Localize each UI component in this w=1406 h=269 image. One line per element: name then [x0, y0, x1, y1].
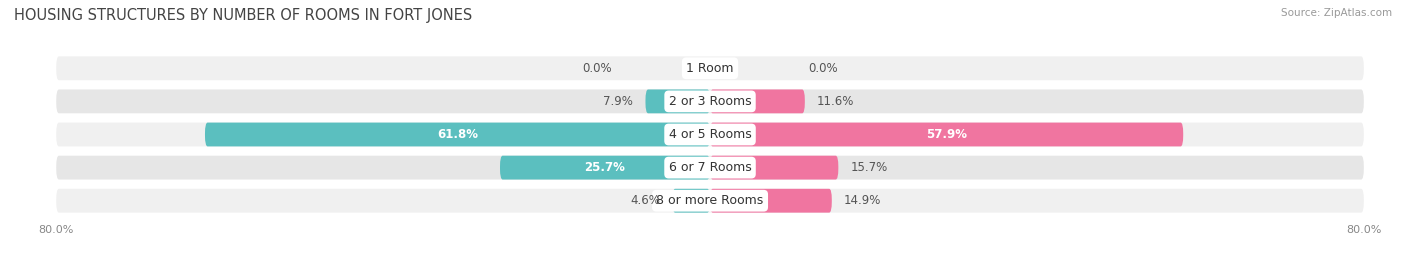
FancyBboxPatch shape	[710, 189, 832, 213]
Text: 14.9%: 14.9%	[844, 194, 882, 207]
FancyBboxPatch shape	[205, 123, 710, 146]
Text: 8 or more Rooms: 8 or more Rooms	[657, 194, 763, 207]
Text: 0.0%: 0.0%	[808, 62, 838, 75]
Text: 4.6%: 4.6%	[630, 194, 661, 207]
Text: 11.6%: 11.6%	[817, 95, 855, 108]
Text: 2 or 3 Rooms: 2 or 3 Rooms	[669, 95, 751, 108]
Text: Source: ZipAtlas.com: Source: ZipAtlas.com	[1281, 8, 1392, 18]
FancyBboxPatch shape	[56, 189, 1364, 213]
Text: 25.7%: 25.7%	[585, 161, 626, 174]
FancyBboxPatch shape	[501, 156, 710, 179]
Text: 0.0%: 0.0%	[582, 62, 612, 75]
Text: 15.7%: 15.7%	[851, 161, 887, 174]
FancyBboxPatch shape	[672, 189, 710, 213]
FancyBboxPatch shape	[710, 90, 804, 113]
Text: 4 or 5 Rooms: 4 or 5 Rooms	[669, 128, 751, 141]
FancyBboxPatch shape	[56, 56, 1364, 80]
Text: 6 or 7 Rooms: 6 or 7 Rooms	[669, 161, 751, 174]
Text: 57.9%: 57.9%	[927, 128, 967, 141]
Text: 1 Room: 1 Room	[686, 62, 734, 75]
Text: 61.8%: 61.8%	[437, 128, 478, 141]
FancyBboxPatch shape	[56, 90, 1364, 113]
FancyBboxPatch shape	[710, 123, 1184, 146]
FancyBboxPatch shape	[56, 156, 1364, 179]
FancyBboxPatch shape	[645, 90, 710, 113]
Text: 7.9%: 7.9%	[603, 95, 633, 108]
FancyBboxPatch shape	[710, 156, 838, 179]
Text: HOUSING STRUCTURES BY NUMBER OF ROOMS IN FORT JONES: HOUSING STRUCTURES BY NUMBER OF ROOMS IN…	[14, 8, 472, 23]
FancyBboxPatch shape	[56, 123, 1364, 146]
